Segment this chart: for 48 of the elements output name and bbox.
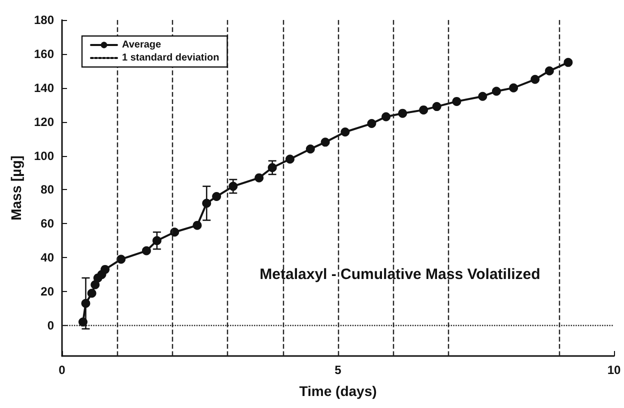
y-tick-label: 160 (34, 46, 54, 61)
y-tick-label: 0 (47, 318, 54, 332)
y-tick-label: 60 (40, 216, 54, 231)
y-tick-label: 40 (40, 250, 54, 265)
point (320, 138, 330, 147)
point (254, 173, 264, 182)
point (509, 83, 518, 92)
point (268, 163, 277, 172)
y-tick-label: 80 (40, 182, 54, 197)
x-axis-title: Time (days) (299, 383, 377, 399)
point (530, 74, 540, 84)
point (192, 220, 202, 230)
annotation: Metalaxyl - Cumulative Mass Volatilized (260, 266, 540, 283)
x-tick-label: 10 (607, 363, 621, 377)
point (170, 228, 180, 237)
point (544, 66, 554, 76)
point (367, 119, 376, 128)
point (142, 246, 151, 256)
x-tick-label: 0 (58, 363, 66, 377)
y-axis-title: Mass [µg] (8, 156, 24, 220)
point (492, 86, 501, 96)
y-tick-label: 120 (34, 114, 54, 129)
point (212, 192, 222, 201)
point (116, 254, 126, 264)
y-tick-label: 20 (40, 284, 54, 299)
point (432, 102, 442, 112)
y-tick-label: 140 (34, 80, 54, 95)
legend-label: 1 standard deviation (122, 52, 220, 64)
point (78, 318, 88, 327)
point (398, 108, 408, 118)
point (228, 182, 238, 191)
point (202, 198, 212, 208)
point (340, 128, 350, 136)
y-tick-label: 100 (34, 148, 54, 163)
y-tick-label: 180 (34, 13, 54, 27)
point (478, 92, 488, 101)
point (382, 112, 391, 122)
point (81, 298, 90, 308)
point (152, 236, 162, 246)
point (564, 58, 573, 67)
point (100, 264, 110, 274)
point (285, 154, 294, 164)
x-tick-label: 5 (334, 363, 342, 377)
legend-label: Average (122, 40, 162, 50)
point (87, 288, 96, 298)
point (452, 96, 462, 106)
point (306, 144, 315, 154)
point (419, 105, 428, 114)
